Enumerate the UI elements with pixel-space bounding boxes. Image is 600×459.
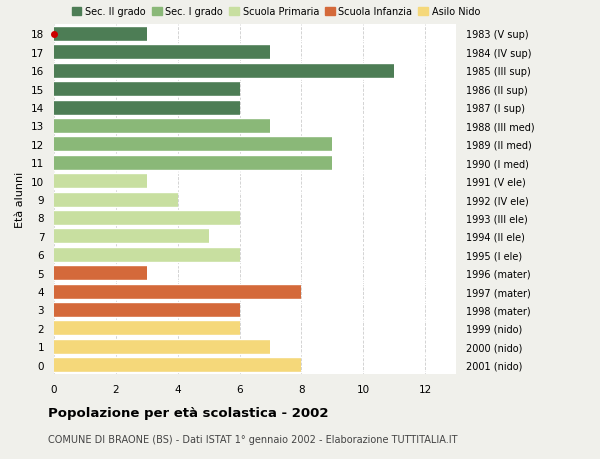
Bar (54, 284, 301, 299)
Bar (54, 211, 239, 225)
Bar (54, 321, 239, 336)
Bar (54, 137, 332, 152)
Y-axis label: Età alunni: Età alunni (16, 172, 25, 228)
Bar (54, 27, 147, 42)
Bar (54, 64, 394, 78)
Bar (54, 174, 147, 189)
Bar (54, 192, 178, 207)
Bar (54, 101, 239, 115)
Bar (54, 156, 332, 170)
Text: COMUNE DI BRAONE (BS) - Dati ISTAT 1° gennaio 2002 - Elaborazione TUTTITALIA.IT: COMUNE DI BRAONE (BS) - Dati ISTAT 1° ge… (48, 434, 458, 444)
Bar (54, 119, 271, 134)
Bar (54, 229, 209, 244)
Bar (54, 266, 147, 280)
Bar (54, 82, 239, 97)
Text: Popolazione per età scolastica - 2002: Popolazione per età scolastica - 2002 (48, 406, 329, 419)
Bar (54, 358, 301, 372)
Bar (54, 302, 239, 317)
Bar (54, 339, 271, 354)
Bar (54, 45, 271, 60)
Bar (54, 247, 239, 262)
Legend: Sec. II grado, Sec. I grado, Scuola Primaria, Scuola Infanzia, Asilo Nido: Sec. II grado, Sec. I grado, Scuola Prim… (72, 7, 480, 17)
